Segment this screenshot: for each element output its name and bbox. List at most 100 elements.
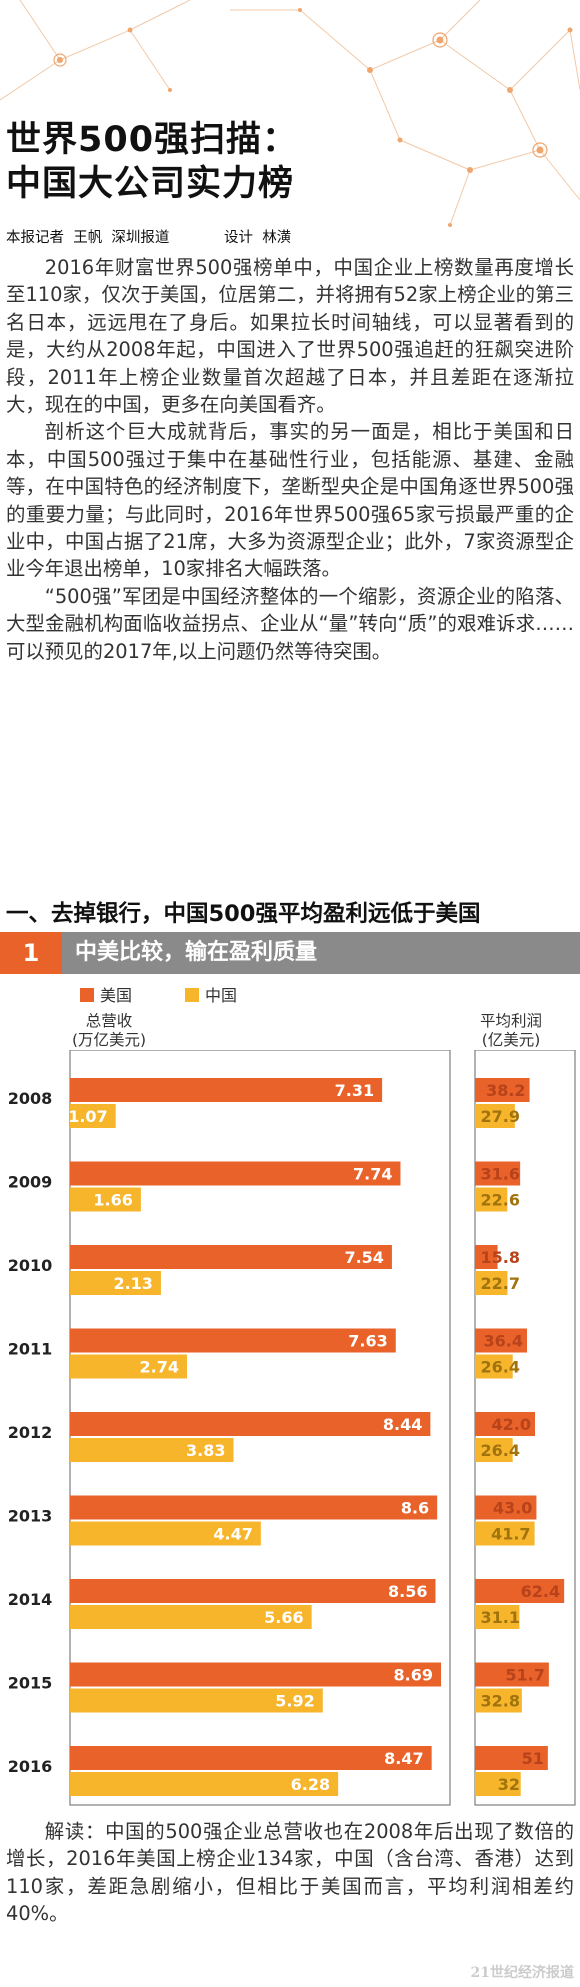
profit-axis-label-line1: 平均利润 bbox=[480, 1012, 543, 1030]
profit-bar-us bbox=[475, 1161, 521, 1186]
article-paragraph-1: 2016年财富世界500强榜单中，中国企业上榜数量再度增长至110家，仅次于美国… bbox=[6, 256, 574, 417]
profit-value-us: 51 bbox=[522, 1749, 544, 1768]
section-title: 一、去掉银行，中国500强平均盈利远低于美国 bbox=[6, 901, 481, 927]
profit-value-cn: 31.1 bbox=[481, 1608, 520, 1627]
profit-value-cn: 22.6 bbox=[481, 1191, 520, 1210]
banner-title: 中美比较，输在盈利质量 bbox=[75, 940, 318, 965]
revenue-value-us: 8.69 bbox=[394, 1666, 433, 1685]
profit-value-cn: 27.9 bbox=[481, 1107, 520, 1126]
profit-bar-cn bbox=[475, 1605, 520, 1629]
profit-value-cn: 32 bbox=[498, 1775, 520, 1794]
revenue-axis-label: 总营收 (万亿美元) bbox=[72, 1012, 146, 1050]
revenue-bar-cn bbox=[70, 1354, 187, 1379]
revenue-bar-us bbox=[70, 1161, 401, 1186]
title-line-2: 中国大公司实力榜 bbox=[6, 164, 295, 204]
year-label: 2013 bbox=[8, 1507, 53, 1526]
article-paragraph-2: 剖析这个巨大成就背后，事实的另一面是，相比于美国和日本，中国500强过于集中在基… bbox=[6, 420, 574, 581]
revenue-bar-us bbox=[70, 1579, 436, 1603]
legend-swatch-us bbox=[80, 988, 94, 1002]
revenue-bar-us bbox=[70, 1746, 432, 1770]
profit-value-us: 43.0 bbox=[493, 1499, 532, 1518]
profit-bar-us bbox=[475, 1579, 565, 1603]
revenue-bar-cn bbox=[70, 1104, 116, 1128]
profit-bar-cn bbox=[475, 1521, 535, 1546]
year-label: 2015 bbox=[8, 1674, 53, 1693]
revenue-value-cn: 1.66 bbox=[93, 1191, 132, 1210]
revenue-value-cn: 2.74 bbox=[140, 1358, 179, 1377]
revenue-value-cn: 1.07 bbox=[68, 1107, 107, 1126]
revenue-bar-cn bbox=[70, 1605, 312, 1629]
profit-bar-cn bbox=[475, 1104, 515, 1128]
revenue-value-cn: 4.47 bbox=[213, 1525, 252, 1544]
legend-cn: 中国 bbox=[185, 982, 237, 1006]
article-body: 2016年财富世界500强榜单中，中国企业上榜数量再度增长至110家，仅次于美国… bbox=[6, 254, 574, 665]
revenue-axis-label-line1: 总营收 bbox=[85, 1012, 133, 1030]
profit-value-us: 36.4 bbox=[484, 1332, 523, 1351]
interpretation-text: 解读：中国的500强企业总营收也在2008年后出现了数倍的增长，2016年美国上… bbox=[6, 1820, 574, 1926]
interpretation: 解读：中国的500强企业总营收也在2008年后出现了数倍的增长，2016年美国上… bbox=[6, 1818, 574, 1928]
article-paragraph-3: “500强”军团是中国经济整体的一个缩影，资源企业的陷落、大型金融机构面临收益拐… bbox=[6, 584, 574, 663]
legend-label-us: 美国 bbox=[100, 986, 133, 1005]
year-label: 2010 bbox=[8, 1256, 53, 1275]
revenue-bar-us bbox=[70, 1328, 396, 1353]
year-label: 2008 bbox=[8, 1089, 53, 1108]
profit-value-us: 51.7 bbox=[505, 1666, 544, 1685]
legend-us: 美国 bbox=[80, 982, 132, 1006]
profit-value-us: 38.2 bbox=[486, 1081, 525, 1100]
profit-value-us: 62.4 bbox=[521, 1582, 560, 1601]
profit-bar-cn bbox=[475, 1271, 508, 1295]
year-label: 2016 bbox=[8, 1757, 53, 1776]
profit-bar-cn bbox=[475, 1354, 513, 1379]
title-line-1: 世界500强扫描： bbox=[6, 120, 299, 160]
profit-axis-label: 平均利润 (亿美元) bbox=[480, 1012, 542, 1050]
revenue-bar-cn bbox=[70, 1521, 261, 1546]
revenue-bar-cn bbox=[70, 1187, 141, 1212]
revenue-value-us: 8.44 bbox=[383, 1415, 422, 1434]
revenue-value-cn: 3.83 bbox=[186, 1441, 225, 1460]
revenue-value-us: 7.31 bbox=[335, 1081, 374, 1100]
profit-bar-us bbox=[475, 1328, 527, 1353]
legend-label-cn: 中国 bbox=[205, 986, 238, 1005]
profit-bar-us bbox=[475, 1245, 498, 1269]
revenue-bar-us bbox=[70, 1078, 383, 1102]
profit-bar-cn bbox=[475, 1688, 522, 1713]
profit-axis-label-line2: (亿美元) bbox=[481, 1031, 541, 1049]
profit-bar-cn bbox=[475, 1772, 521, 1796]
profit-value-us: 42.0 bbox=[492, 1415, 531, 1434]
year-label: 2009 bbox=[8, 1173, 53, 1192]
revenue-value-us: 7.74 bbox=[353, 1165, 392, 1184]
revenue-value-cn: 5.66 bbox=[264, 1608, 303, 1627]
profit-value-cn: 41.7 bbox=[491, 1525, 530, 1544]
revenue-value-us: 8.56 bbox=[388, 1582, 427, 1601]
revenue-profit-chart: 2008 7.31 1.07 38.2 27.9 2009 7.74 1.66 31.6 22.6… bbox=[8, 1050, 576, 1806]
revenue-bar-us bbox=[70, 1495, 438, 1520]
chart-banner: 1 中美比较，输在盈利质量 bbox=[0, 932, 580, 974]
legend-swatch-cn bbox=[185, 988, 199, 1002]
byline-reporter: 本报记者 王帆 深圳报道 bbox=[6, 230, 170, 246]
profit-bar-us bbox=[475, 1412, 535, 1436]
revenue-value-cn: 6.28 bbox=[291, 1775, 330, 1794]
year-label: 2014 bbox=[8, 1590, 53, 1609]
banner-number: 1 bbox=[0, 932, 62, 974]
profit-value-us: 15.8 bbox=[481, 1248, 520, 1267]
revenue-value-us: 7.63 bbox=[348, 1332, 387, 1351]
newspaper-watermark: 21世纪经济报道 bbox=[470, 1965, 574, 1981]
profit-bar-cn bbox=[475, 1187, 508, 1212]
profit-bar-us bbox=[475, 1078, 530, 1102]
revenue-value-us: 8.6 bbox=[401, 1499, 429, 1518]
revenue-value-cn: 2.13 bbox=[113, 1274, 152, 1293]
profit-bar-us bbox=[475, 1662, 549, 1687]
revenue-bar-cn bbox=[70, 1688, 323, 1713]
profit-value-cn: 22.7 bbox=[481, 1274, 520, 1293]
revenue-bar-cn bbox=[70, 1772, 339, 1796]
profit-bar-us bbox=[475, 1495, 537, 1520]
profit-bar-cn bbox=[475, 1438, 513, 1462]
year-label: 2012 bbox=[8, 1423, 53, 1442]
profit-bar-us bbox=[475, 1746, 548, 1770]
revenue-bar-cn bbox=[70, 1271, 161, 1295]
profit-value-us: 31.6 bbox=[481, 1165, 520, 1184]
revenue-bar-us bbox=[70, 1412, 431, 1436]
profit-value-cn: 26.4 bbox=[481, 1358, 520, 1377]
profit-value-cn: 26.4 bbox=[481, 1441, 520, 1460]
revenue-bar-cn bbox=[70, 1438, 234, 1462]
